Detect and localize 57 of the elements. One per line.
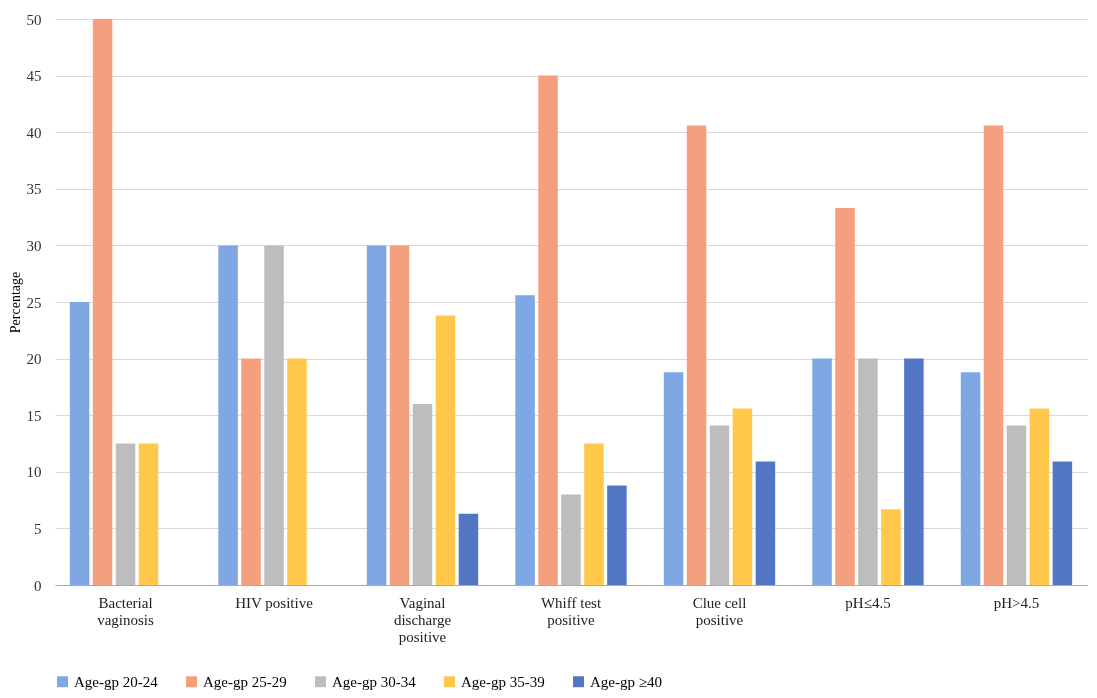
- x-tick-label: pH>4.5: [993, 594, 1040, 611]
- bar: [686, 125, 707, 585]
- bar: [538, 75, 558, 585]
- legend-label: Age-gp 30-34: [332, 673, 417, 690]
- bar: [412, 403, 433, 585]
- bar: [755, 461, 776, 585]
- bar: [607, 485, 627, 585]
- x-tick-label: HIV positive: [235, 594, 314, 611]
- bar: [732, 408, 753, 585]
- x-tick-label: Vaginal discharge positive: [393, 594, 452, 645]
- y-tick-label: 35: [26, 181, 42, 198]
- bar: [1052, 461, 1073, 585]
- bar: [904, 358, 924, 585]
- bar: [241, 358, 261, 585]
- y-tick-label: 0: [34, 577, 42, 594]
- bar: [264, 245, 284, 585]
- y-tick-label: 30: [26, 237, 42, 254]
- bar: [812, 358, 832, 585]
- x-tick-label: Whiff test positive: [540, 594, 602, 628]
- y-tick-label: 15: [26, 407, 42, 424]
- x-tick-label: Bacterial vaginosis: [97, 594, 155, 628]
- bar: [458, 513, 479, 585]
- bar: [287, 358, 307, 585]
- bar: [69, 302, 90, 585]
- bar: [1029, 408, 1050, 585]
- bar: [561, 494, 581, 585]
- y-tick-label: 25: [26, 294, 42, 311]
- y-tick-label: 50: [26, 11, 42, 28]
- y-tick-label: 10: [26, 464, 42, 481]
- legend-label: Age-gp 35-39: [461, 673, 545, 690]
- bar: [435, 315, 456, 585]
- bar: [709, 425, 730, 585]
- y-tick-label: 40: [26, 124, 42, 141]
- y-tick-label: 45: [26, 68, 42, 85]
- legend-label: Age-gp ≥40: [590, 673, 662, 690]
- legend-label: Age-gp 20-24: [74, 673, 159, 690]
- bar: [835, 208, 855, 585]
- bar: [858, 358, 878, 585]
- y-tick-label: 20: [26, 351, 42, 368]
- x-tick-label: Clue cell positive: [692, 594, 747, 628]
- bar: [218, 245, 238, 585]
- bar: [115, 443, 136, 585]
- y-tick-label: 5: [34, 520, 42, 537]
- legend-label: Age-gp 25-29: [203, 673, 287, 690]
- x-tick-label: pH≤4.5: [845, 594, 891, 611]
- bar: [138, 443, 159, 585]
- bar: [960, 372, 981, 585]
- bar: [663, 372, 684, 585]
- bar: [366, 245, 387, 585]
- bar: [389, 245, 410, 585]
- bar: [881, 509, 901, 585]
- bar: [1006, 425, 1027, 585]
- bar: [584, 443, 604, 585]
- bar: [515, 295, 535, 585]
- bar: [983, 125, 1004, 585]
- y-axis-title: Percentage: [7, 271, 23, 334]
- bar: [92, 19, 113, 585]
